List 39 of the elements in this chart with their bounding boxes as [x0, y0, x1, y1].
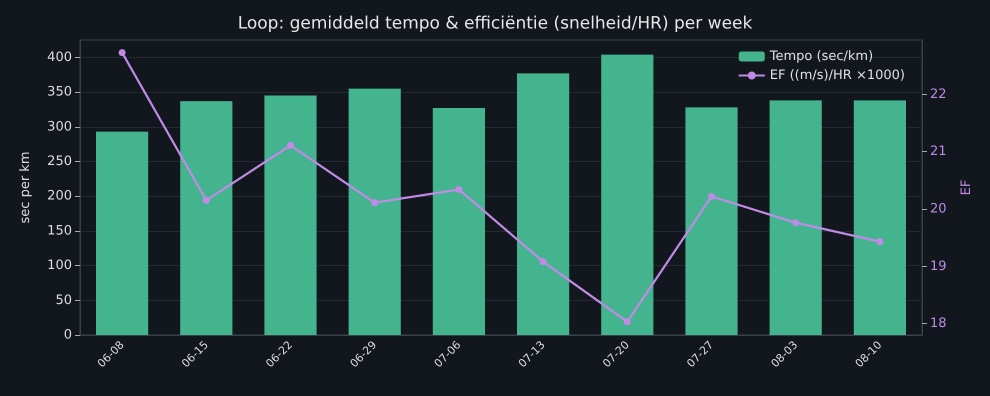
point: [708, 192, 715, 200]
bar: [517, 73, 570, 335]
y-tick-label: 100: [47, 258, 72, 274]
point: [455, 186, 462, 194]
bar: [854, 100, 906, 335]
y2-tick-label: 20: [930, 201, 947, 216]
y-tick-label: 50: [55, 292, 72, 308]
y-tick-label: 300: [47, 119, 72, 134]
point: [371, 199, 378, 206]
point: [876, 238, 884, 246]
bar: [601, 54, 654, 335]
bar: [432, 108, 485, 335]
y2-tick-label: 21: [930, 144, 947, 160]
bar: [96, 132, 148, 335]
point: [540, 258, 547, 266]
y2-axis-title: EF: [959, 180, 974, 196]
y-tick-label: 150: [47, 223, 72, 238]
point: [202, 196, 210, 204]
bar: [348, 88, 401, 335]
bar: [770, 100, 822, 335]
y-tick-label: 0: [64, 328, 72, 342]
point: [624, 318, 631, 326]
y-tick-label: 400: [47, 50, 72, 65]
chart-title: Loop: gemiddeld tempo & efficiëntie (snelheid/HR) per week: [238, 14, 752, 34]
legend-label: Tempo (sec/km): [768, 49, 874, 64]
y-tick-label: 200: [47, 188, 72, 204]
y2-tick-label: 19: [930, 258, 947, 274]
point: [792, 219, 800, 226]
bar: [685, 107, 738, 335]
y2-tick-label: 18: [930, 316, 947, 332]
y2-tick-label: 22: [930, 86, 947, 102]
point: [118, 49, 126, 56]
y-tick-label: 250: [47, 154, 72, 169]
y-tick-label: 350: [47, 84, 72, 100]
y-axis-title: sec per km: [18, 152, 33, 224]
bar: [180, 101, 232, 335]
bar: [264, 96, 317, 335]
point: [287, 142, 294, 149]
legend-label: EF ((m/s)/HR ×1000): [770, 68, 906, 83]
